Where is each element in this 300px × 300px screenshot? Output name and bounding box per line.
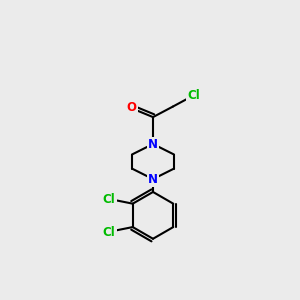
Text: N: N	[148, 137, 158, 151]
Text: Cl: Cl	[103, 193, 116, 206]
Text: O: O	[127, 101, 136, 114]
Text: Cl: Cl	[103, 226, 116, 238]
Text: Cl: Cl	[187, 89, 200, 103]
Text: N: N	[148, 172, 158, 186]
